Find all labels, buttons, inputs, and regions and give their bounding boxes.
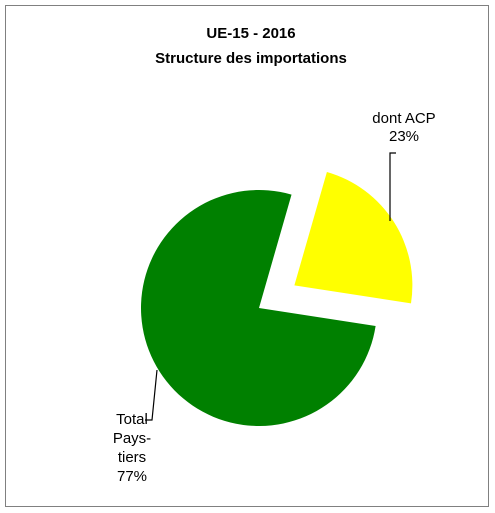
slice-label-line: Total — [116, 411, 148, 428]
leader-line-1 — [145, 369, 158, 421]
slice-label-1: Total Pays-tiers 77% — [113, 411, 151, 485]
leader-line-0 — [389, 152, 396, 221]
slice-labels: dont ACP 23% Total Pays-tiers 77% — [113, 110, 436, 485]
chart-subtitle: Structure des importations — [155, 50, 347, 67]
slice-label-line: dont ACP — [372, 110, 435, 127]
slice-label-line: 23% — [389, 128, 419, 145]
slice-label-line: 77% — [117, 468, 147, 485]
slice-label-line: tiers — [118, 449, 146, 466]
chart-frame: UE-15 - 2016 Structure des importations … — [5, 5, 489, 507]
pie-chart: UE-15 - 2016 Structure des importations … — [113, 25, 436, 485]
slice-label-0: dont ACP 23% — [372, 110, 435, 145]
leader-lines — [145, 152, 396, 421]
pie-slice-0 — [294, 171, 413, 304]
slice-label-line: Pays- — [113, 430, 151, 447]
pie-slices — [141, 171, 413, 427]
pie-slice-1 — [141, 190, 376, 427]
chart-title: UE-15 - 2016 — [206, 25, 295, 42]
